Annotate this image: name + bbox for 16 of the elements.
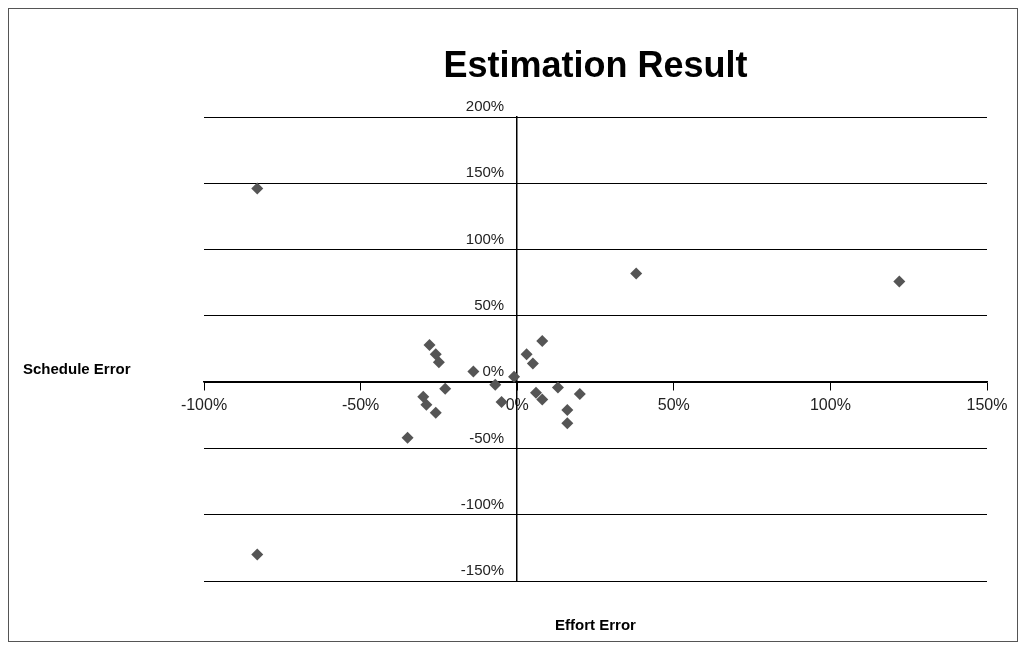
y-tick-label: -50% xyxy=(469,428,505,446)
y-tick-label: 0% xyxy=(482,362,505,380)
y-tick-label: -150% xyxy=(460,561,505,579)
x-tick-label: -50% xyxy=(341,396,380,414)
x-tick-label: 150% xyxy=(966,396,1008,414)
y-axis-title: Schedule Error xyxy=(23,360,131,378)
x-axis-title: Effort Error xyxy=(555,616,637,634)
x-tick-label: 50% xyxy=(657,396,690,414)
y-tick-label: 50% xyxy=(474,296,505,313)
chart-title: Estimation Result xyxy=(443,43,748,85)
y-tick-label: 200% xyxy=(465,97,505,115)
y-tick-label: 150% xyxy=(465,163,505,181)
y-tick-label: -100% xyxy=(460,494,505,512)
y-tick-label: 100% xyxy=(465,229,505,247)
x-tick-label: -100% xyxy=(180,396,228,414)
x-tick-label: 100% xyxy=(809,396,851,414)
